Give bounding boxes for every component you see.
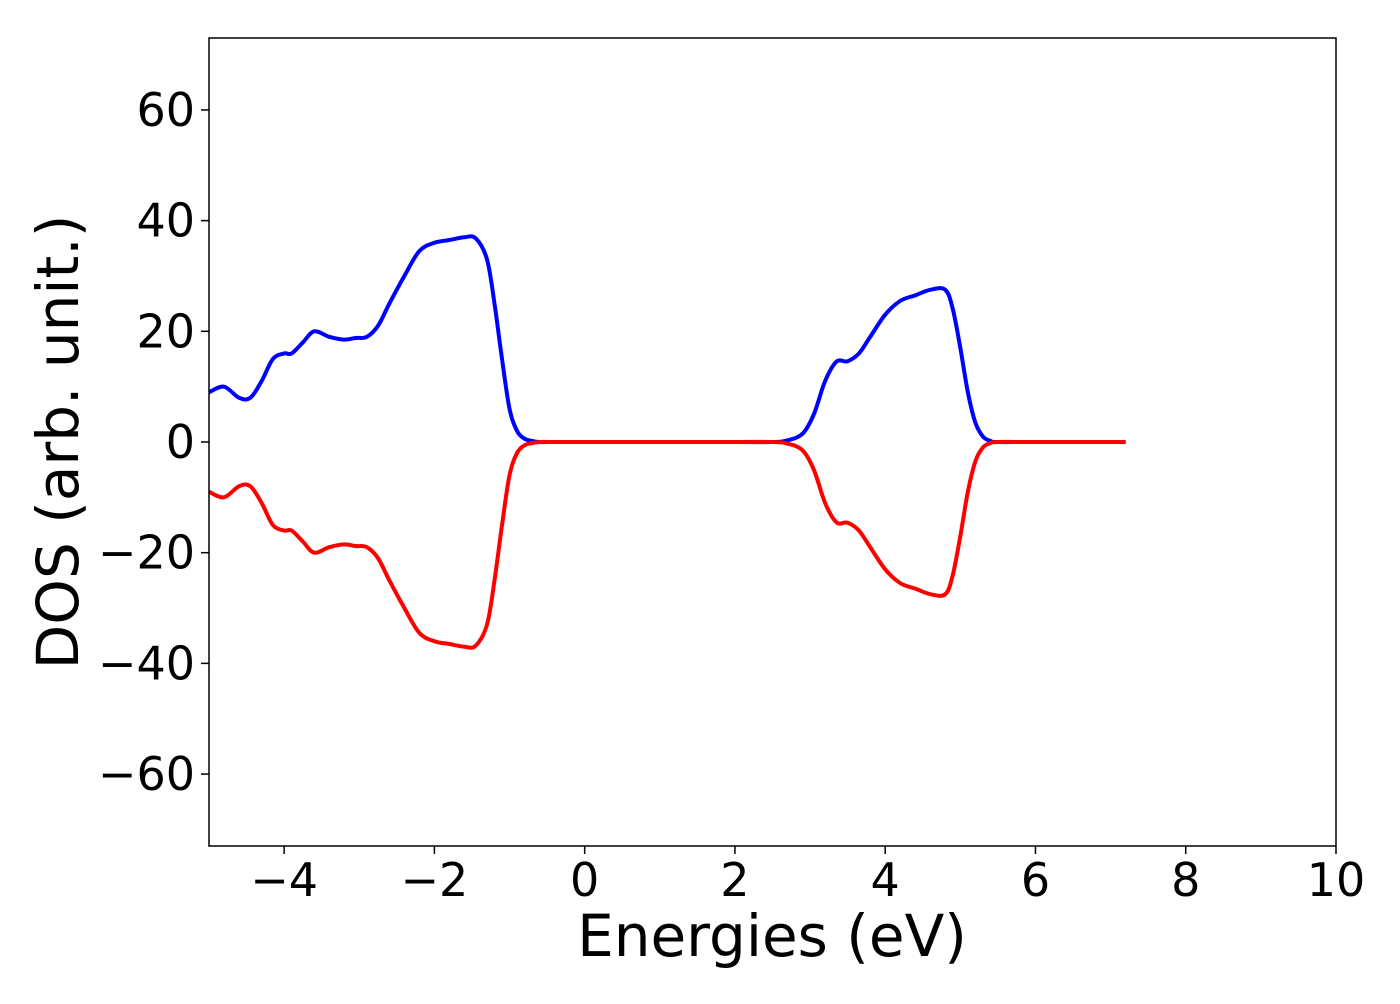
series-line-2 — [209, 439, 1126, 650]
y-tick-label: −20 — [98, 526, 195, 580]
y-tick-label: 20 — [136, 304, 195, 358]
y-axis-title: DOS (arb. unit.) — [24, 215, 92, 670]
x-tick-label: −2 — [400, 853, 468, 907]
x-tick-label: 8 — [1171, 853, 1200, 907]
y-tick-label: 60 — [136, 83, 195, 137]
x-tick-label: 0 — [570, 853, 599, 907]
x-tick-label: 4 — [871, 853, 900, 907]
y-tick-label: 0 — [166, 415, 195, 469]
x-tick-label: 10 — [1307, 853, 1366, 907]
y-tick-label: 40 — [136, 194, 195, 248]
x-tick-label: −4 — [250, 853, 318, 907]
series-line-1 — [209, 234, 1126, 445]
x-axis-title: Energies (eV) — [577, 902, 967, 970]
y-tick-label: −60 — [98, 747, 195, 801]
y-tick-label: −40 — [98, 636, 195, 690]
x-tick-label: 6 — [1021, 853, 1050, 907]
x-tick-label: 2 — [720, 853, 749, 907]
